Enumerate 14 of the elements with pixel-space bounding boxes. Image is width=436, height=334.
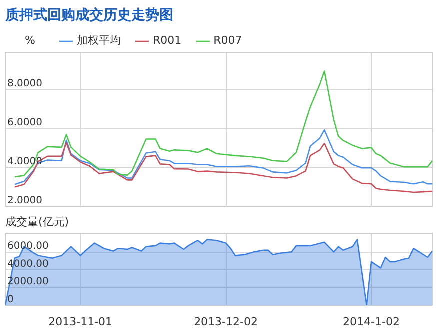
legend-label: R001 (153, 34, 182, 47)
y-tick-label: 6.0000 (8, 118, 42, 129)
chart-title: 质押式回购成交历史走势图 (4, 6, 174, 24)
y-tick-label: 8.0000 (8, 78, 42, 90)
y-tick-label: 6000.00 (8, 241, 49, 252)
x-tick-label: 2013-12-02 (194, 316, 258, 328)
x-tick-label: 2013-11-01 (48, 316, 113, 328)
y-tick-label: 0 (8, 294, 14, 306)
y-tick-label: 2.0000 (8, 196, 42, 206)
y-axis-title: % (25, 34, 36, 47)
legend-label: 加权平均 (77, 33, 121, 48)
chart-title: 成交量(亿元) (6, 216, 70, 228)
legend-label: R007 (214, 34, 242, 47)
x-tick-label: 2014-1-02 (343, 316, 400, 328)
